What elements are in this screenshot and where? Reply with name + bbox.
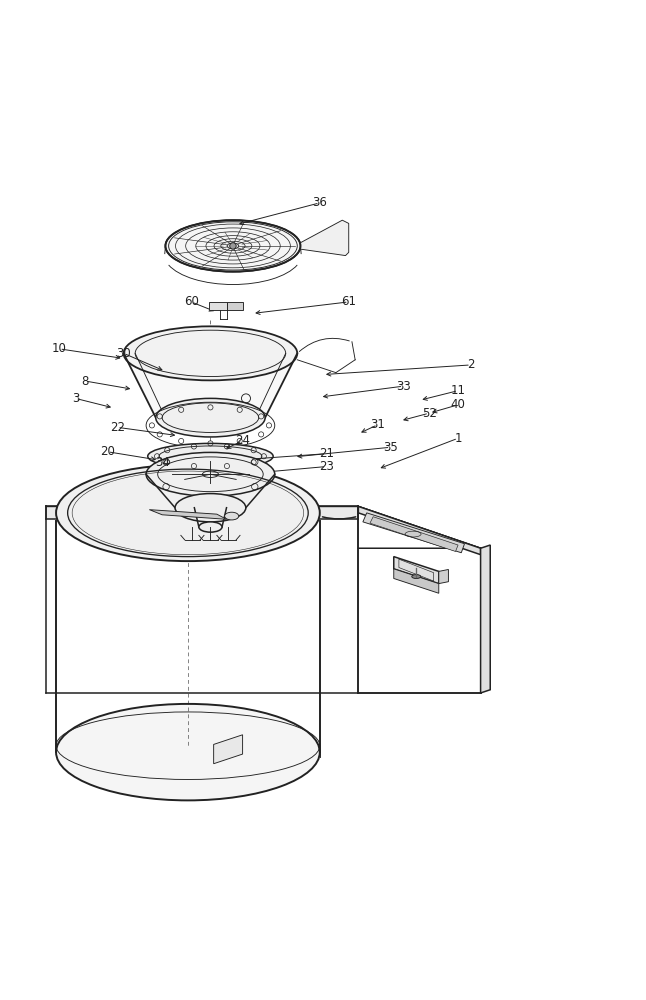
Text: 36: 36: [313, 196, 328, 209]
Text: 20: 20: [100, 445, 115, 458]
Ellipse shape: [175, 494, 246, 522]
Polygon shape: [47, 506, 359, 519]
Polygon shape: [146, 474, 275, 508]
Ellipse shape: [165, 220, 300, 272]
Text: 24: 24: [235, 434, 250, 447]
Polygon shape: [439, 569, 448, 584]
Text: 23: 23: [318, 460, 333, 473]
Polygon shape: [359, 506, 481, 555]
Polygon shape: [214, 735, 243, 764]
Text: 31: 31: [370, 418, 385, 431]
Text: 30: 30: [116, 347, 131, 360]
Text: 11: 11: [450, 384, 466, 397]
Text: 60: 60: [183, 295, 198, 308]
Text: 1: 1: [454, 432, 462, 445]
Ellipse shape: [56, 465, 320, 561]
Polygon shape: [123, 353, 297, 418]
Polygon shape: [363, 513, 464, 553]
Text: 34: 34: [155, 456, 170, 469]
Polygon shape: [481, 545, 490, 693]
Text: 3: 3: [72, 392, 79, 405]
Text: 52: 52: [422, 407, 437, 420]
Polygon shape: [394, 569, 439, 593]
Text: 40: 40: [451, 398, 466, 411]
Ellipse shape: [199, 522, 222, 532]
Text: 33: 33: [396, 380, 411, 393]
Polygon shape: [227, 302, 243, 310]
Text: 35: 35: [383, 441, 398, 454]
Polygon shape: [300, 220, 349, 256]
Text: 22: 22: [110, 421, 125, 434]
Ellipse shape: [56, 704, 320, 800]
Ellipse shape: [225, 512, 239, 520]
Text: 2: 2: [467, 358, 475, 371]
Text: 10: 10: [52, 342, 67, 355]
Polygon shape: [394, 557, 439, 584]
Ellipse shape: [412, 575, 421, 578]
Text: 21: 21: [318, 447, 334, 460]
Polygon shape: [209, 302, 227, 310]
Circle shape: [230, 243, 236, 249]
Polygon shape: [149, 510, 227, 519]
Ellipse shape: [146, 452, 275, 496]
Text: 61: 61: [341, 295, 356, 308]
Text: 8: 8: [81, 375, 89, 388]
Ellipse shape: [123, 326, 297, 380]
Ellipse shape: [148, 443, 273, 469]
Ellipse shape: [156, 398, 265, 437]
Ellipse shape: [227, 243, 239, 249]
Polygon shape: [370, 517, 458, 551]
